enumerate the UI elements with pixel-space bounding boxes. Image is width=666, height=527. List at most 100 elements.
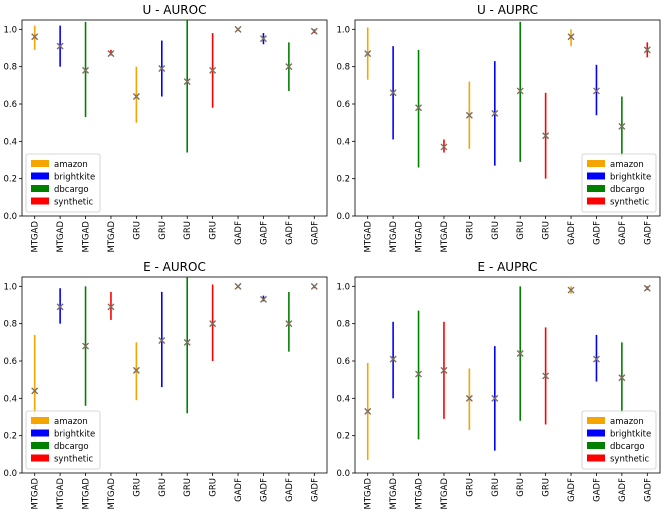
x-tick-label: GRU xyxy=(491,221,501,240)
x-tick-label: GRU xyxy=(516,221,526,240)
mean-marker xyxy=(107,303,115,311)
chart-title: U - AUROC xyxy=(143,3,207,17)
x-tick-label: GADF xyxy=(285,478,295,502)
legend-label: amazon xyxy=(54,417,88,427)
x-tick-label: GADF xyxy=(643,221,653,245)
x-tick-label: MTGAD xyxy=(389,478,399,510)
legend: amazon brightkite dbcargo synthetic xyxy=(581,153,657,213)
x-tick-label: GRU xyxy=(132,221,142,240)
x-tick-label: GRU xyxy=(491,478,501,497)
y-tick-label: 0.2 xyxy=(3,175,17,185)
mean-marker xyxy=(310,27,318,35)
x-tick-label: GADF xyxy=(618,221,628,245)
mean-marker xyxy=(542,372,550,380)
x-tick-label: MTGAD xyxy=(82,221,92,253)
mean-marker xyxy=(209,66,217,74)
legend-swatch-amazon xyxy=(31,417,49,424)
mean-marker xyxy=(158,336,166,344)
x-tick-label: MTGAD xyxy=(389,221,399,253)
mean-marker xyxy=(465,111,473,119)
mean-marker xyxy=(285,320,293,328)
x-tick-label: GADF xyxy=(310,478,320,502)
y-tick-label: 0.6 xyxy=(3,357,17,367)
mean-marker xyxy=(618,374,626,382)
legend-label: amazon xyxy=(610,160,644,170)
chart-title: U - AUPRC xyxy=(477,3,538,17)
mean-marker xyxy=(310,282,318,290)
x-tick-label: GRU xyxy=(158,221,168,240)
y-tick-label: 0.4 xyxy=(3,137,17,147)
x-tick-label: GADF xyxy=(567,221,577,245)
x-tick-label: MTGAD xyxy=(415,221,425,253)
x-tick-label: GADF xyxy=(592,221,602,245)
y-tick-label: 0.4 xyxy=(336,137,350,147)
legend: amazon brightkite dbcargo synthetic xyxy=(581,410,657,470)
plot-frame xyxy=(354,19,661,217)
y-tick-label: 0.0 xyxy=(336,469,350,479)
legend-swatch-dbcargo xyxy=(587,185,605,192)
legend-swatch-dbcargo xyxy=(587,442,605,449)
y-tick-label: 0.6 xyxy=(3,100,17,110)
mean-marker xyxy=(389,355,397,363)
legend-swatch-dbcargo xyxy=(31,442,49,449)
chart-panel-1: U - AUROC 0.0 0.2 0.4 0.6 0.8 1.0 MTGAD MTGAD MTG… xyxy=(3,3,328,253)
x-tick-label: GRU xyxy=(465,478,475,497)
x-tick-label: GRU xyxy=(158,478,168,497)
mean-marker xyxy=(491,109,499,117)
x-tick-label: GRU xyxy=(542,221,552,240)
plot-frame xyxy=(21,276,328,474)
y-tick-label: 0.8 xyxy=(3,320,17,330)
chart-panel-4: E - AUPRC 0.0 0.2 0.4 0.6 0.8 1.0 MTGAD MTGAD MTG… xyxy=(336,260,661,510)
mean-marker xyxy=(132,366,140,374)
mean-marker xyxy=(234,25,242,33)
x-tick-label: GADF xyxy=(285,221,295,245)
mean-marker xyxy=(465,394,473,402)
x-tick-label: GADF xyxy=(567,478,577,502)
mean-marker xyxy=(107,50,115,58)
mean-marker xyxy=(158,65,166,73)
x-tick-label: MTGAD xyxy=(415,478,425,510)
y-tick-label: 0.6 xyxy=(336,100,350,110)
legend-label: dbcargo xyxy=(54,442,89,452)
mean-marker xyxy=(567,286,575,294)
x-tick-label: MTGAD xyxy=(56,478,66,510)
legend-swatch-amazon xyxy=(587,160,605,167)
x-tick-label: GADF xyxy=(618,478,628,502)
legend-swatch-brightkite xyxy=(31,429,49,437)
mean-marker xyxy=(259,35,267,43)
legend-label: synthetic xyxy=(54,455,93,465)
x-tick-label: GADF xyxy=(259,221,269,245)
x-tick-label: GADF xyxy=(234,221,244,245)
y-tick-label: 0.4 xyxy=(3,394,17,404)
legend-swatch-synthetic xyxy=(31,454,49,462)
legend-label: synthetic xyxy=(610,455,649,465)
mean-marker xyxy=(389,89,397,97)
x-tick-label: MTGAD xyxy=(31,478,41,510)
y-tick-label: 0.4 xyxy=(336,394,350,404)
mean-marker xyxy=(56,303,64,311)
y-tick-label: 0.0 xyxy=(3,469,17,479)
mean-marker xyxy=(82,66,90,74)
x-tick-label: MTGAD xyxy=(440,221,450,253)
x-tick-label: GRU xyxy=(183,221,193,240)
mean-marker xyxy=(542,132,550,140)
mean-marker xyxy=(440,366,448,374)
x-tick-label: GADF xyxy=(259,478,269,502)
mean-marker xyxy=(643,284,651,292)
legend-label: amazon xyxy=(54,160,88,170)
legend-label: amazon xyxy=(610,417,644,427)
x-tick-label: GRU xyxy=(209,221,219,240)
y-tick-label: 0.8 xyxy=(336,63,350,73)
y-tick-label: 0.2 xyxy=(336,175,350,185)
legend-swatch-brightkite xyxy=(587,429,605,437)
y-tick-label: 1.0 xyxy=(3,25,17,35)
legend-swatch-synthetic xyxy=(31,197,49,205)
x-tick-label: GADF xyxy=(643,478,653,502)
mean-marker xyxy=(440,143,448,151)
x-tick-label: GADF xyxy=(310,221,320,245)
mean-marker xyxy=(618,122,626,130)
legend-label: dbcargo xyxy=(54,185,89,195)
x-tick-label: GRU xyxy=(132,478,142,497)
mean-marker xyxy=(491,394,499,402)
